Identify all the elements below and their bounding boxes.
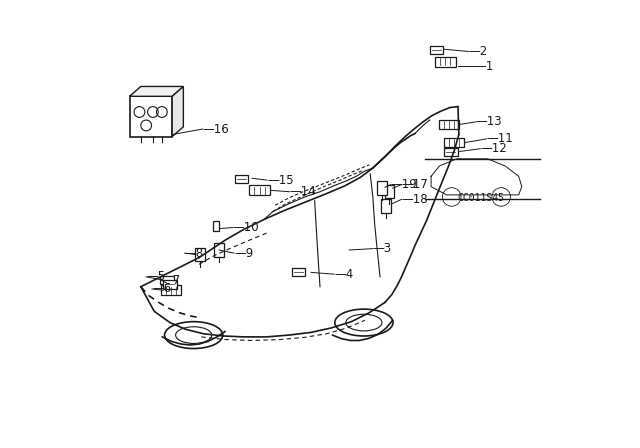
FancyBboxPatch shape (444, 148, 458, 156)
FancyBboxPatch shape (377, 181, 387, 195)
Text: —13: —13 (476, 115, 502, 129)
Text: —7: —7 (161, 273, 180, 287)
Text: —16: —16 (203, 122, 229, 136)
FancyBboxPatch shape (195, 248, 205, 261)
FancyBboxPatch shape (160, 276, 173, 284)
Text: —1: —1 (475, 60, 494, 73)
Text: —2: —2 (468, 45, 488, 58)
FancyBboxPatch shape (435, 57, 456, 67)
Text: —10: —10 (233, 221, 259, 234)
Text: —19: —19 (391, 178, 417, 191)
Text: —9: —9 (234, 246, 253, 260)
FancyBboxPatch shape (430, 46, 443, 54)
FancyBboxPatch shape (381, 199, 391, 213)
FancyBboxPatch shape (292, 268, 305, 276)
FancyBboxPatch shape (250, 185, 269, 195)
Polygon shape (130, 86, 184, 96)
Polygon shape (172, 86, 184, 137)
FancyBboxPatch shape (214, 243, 224, 257)
FancyBboxPatch shape (130, 96, 172, 137)
FancyBboxPatch shape (444, 138, 465, 147)
Text: —8: —8 (185, 246, 204, 260)
Text: —17: —17 (401, 178, 428, 191)
Text: —18: —18 (401, 193, 428, 206)
Text: —4: —4 (334, 267, 353, 281)
Text: —14: —14 (289, 185, 316, 198)
Text: CC011S45: CC011S45 (458, 194, 505, 203)
Text: —6: —6 (152, 282, 172, 296)
Text: —15: —15 (267, 173, 294, 187)
Text: —5: —5 (146, 270, 165, 284)
FancyBboxPatch shape (235, 175, 248, 183)
Text: —12: —12 (481, 142, 507, 155)
FancyBboxPatch shape (439, 120, 459, 129)
FancyBboxPatch shape (163, 280, 177, 289)
Text: —11: —11 (486, 132, 513, 146)
Text: —3: —3 (373, 242, 392, 255)
FancyBboxPatch shape (213, 221, 219, 231)
FancyBboxPatch shape (161, 285, 181, 295)
FancyBboxPatch shape (385, 185, 394, 198)
